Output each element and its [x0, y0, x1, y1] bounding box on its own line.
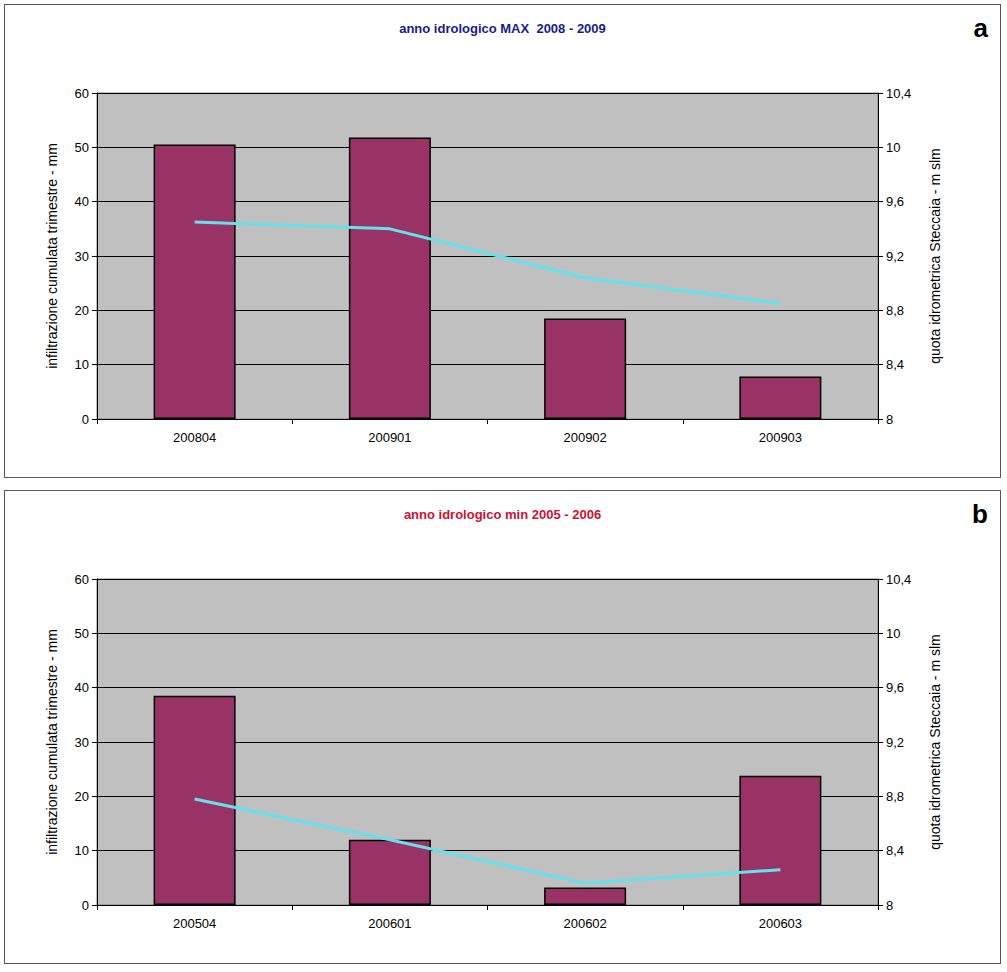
svg-text:8: 8	[886, 412, 893, 427]
svg-text:9,6: 9,6	[886, 194, 904, 209]
svg-text:200804: 200804	[173, 430, 216, 445]
svg-text:anno idrologico MAX 2008 - 20: anno idrologico MAX 2008 - 2009	[399, 21, 606, 36]
svg-text:30: 30	[75, 249, 89, 264]
svg-text:10: 10	[886, 626, 900, 641]
svg-text:9,2: 9,2	[886, 735, 904, 750]
svg-text:200601: 200601	[368, 916, 411, 931]
svg-text:10: 10	[886, 140, 900, 155]
svg-text:b: b	[972, 499, 988, 529]
svg-text:60: 60	[75, 86, 89, 101]
svg-text:10,4: 10,4	[886, 86, 911, 101]
svg-text:0: 0	[82, 412, 89, 427]
svg-text:8,8: 8,8	[886, 303, 904, 318]
svg-text:10: 10	[75, 357, 89, 372]
svg-text:20: 20	[75, 303, 89, 318]
svg-text:a: a	[974, 13, 989, 43]
svg-text:200603: 200603	[759, 916, 802, 931]
svg-text:40: 40	[75, 680, 89, 695]
svg-text:infiltrazione cumulata trimest: infiltrazione cumulata trimestre - mm	[44, 629, 60, 855]
svg-text:anno idrologico min 2005 - 200: anno idrologico min 2005 - 2006	[404, 507, 601, 522]
svg-text:10,4: 10,4	[886, 572, 911, 587]
svg-text:infiltrazione cumulata trimest: infiltrazione cumulata trimestre - mm	[44, 143, 60, 369]
svg-text:200901: 200901	[368, 430, 411, 445]
svg-text:30: 30	[75, 735, 89, 750]
svg-text:50: 50	[75, 140, 89, 155]
svg-text:200902: 200902	[563, 430, 606, 445]
svg-text:9,6: 9,6	[886, 680, 904, 695]
svg-text:8,8: 8,8	[886, 789, 904, 804]
svg-text:200602: 200602	[563, 916, 606, 931]
svg-text:50: 50	[75, 626, 89, 641]
svg-text:quota idrometrica Steccaia - m: quota idrometrica Steccaia - m slm	[927, 634, 943, 850]
svg-text:200504: 200504	[173, 916, 216, 931]
svg-text:8,4: 8,4	[886, 843, 904, 858]
svg-text:60: 60	[75, 572, 89, 587]
svg-text:40: 40	[75, 194, 89, 209]
svg-text:10: 10	[75, 843, 89, 858]
svg-text:quota idrometrica Steccaia - m: quota idrometrica Steccaia - m slm	[927, 148, 943, 364]
svg-text:8,4: 8,4	[886, 357, 904, 372]
svg-text:8: 8	[886, 898, 893, 913]
svg-text:20: 20	[75, 789, 89, 804]
svg-text:0: 0	[82, 898, 89, 913]
svg-text:9,2: 9,2	[886, 249, 904, 264]
svg-text:200903: 200903	[759, 430, 802, 445]
